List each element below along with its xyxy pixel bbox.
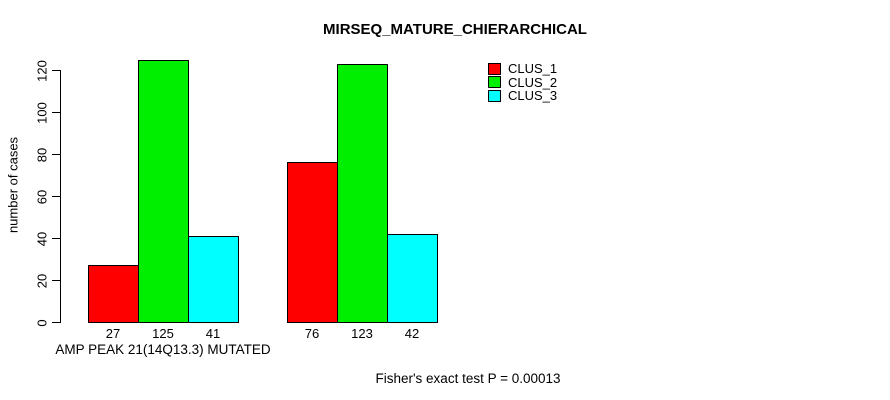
- y-axis-tick-label: 20: [34, 273, 50, 288]
- y-axis-tick-label: 100: [34, 101, 50, 124]
- legend-item: CLUS_2: [488, 76, 557, 90]
- bar-value-label: 125: [152, 326, 174, 341]
- legend-item: CLUS_3: [488, 89, 557, 103]
- y-axis-tick: [52, 70, 60, 71]
- bar-value-label: 41: [205, 326, 221, 341]
- bar-value-label: 76: [304, 326, 320, 341]
- y-axis-tick: [52, 154, 60, 155]
- y-axis-tick-label: 0: [34, 318, 50, 327]
- legend-label: CLUS_1: [508, 61, 558, 77]
- legend-item: CLUS_1: [488, 62, 557, 76]
- bar-clus_2-group2: [337, 63, 388, 323]
- legend-swatch-clus_1: [488, 62, 501, 75]
- y-axis-tick-label: 80: [34, 147, 50, 162]
- chart-title: MIRSEQ_MATURE_CHIERARCHICAL: [323, 21, 587, 38]
- bar-clus_1-group1: [88, 265, 139, 323]
- legend-label: CLUS_2: [508, 74, 558, 90]
- bar-clus_3-group1: [188, 235, 239, 323]
- bar-value-label: 27: [105, 326, 121, 341]
- bar-clus_1-group2: [287, 162, 338, 323]
- legend-label: CLUS_3: [508, 88, 558, 104]
- bar-value-label: 42: [404, 326, 420, 341]
- bar-clus_3-group2: [387, 233, 438, 323]
- y-axis-line: [60, 70, 61, 323]
- y-axis-tick: [52, 322, 60, 323]
- bar-clus_2-group1: [138, 59, 189, 323]
- bar-value-label: 123: [351, 326, 373, 341]
- y-axis-tick-label: 40: [34, 231, 50, 246]
- y-axis-tick: [52, 112, 60, 113]
- y-axis-tick: [52, 196, 60, 197]
- y-axis-label: number of cases: [5, 136, 21, 234]
- legend: CLUS_1 CLUS_2 CLUS_3: [488, 62, 557, 103]
- y-axis-tick: [52, 280, 60, 281]
- legend-swatch-clus_2: [488, 76, 501, 89]
- y-axis-tick-label: 120: [34, 59, 50, 82]
- legend-swatch-clus_3: [488, 89, 501, 102]
- y-axis-tick-label: 60: [34, 189, 50, 204]
- x-axis-group-label: AMP PEAK 21(14Q13.3) MUTATED: [55, 342, 271, 357]
- annotation-text: Fisher's exact test P = 0.00013: [375, 371, 561, 386]
- y-axis-tick: [52, 238, 60, 239]
